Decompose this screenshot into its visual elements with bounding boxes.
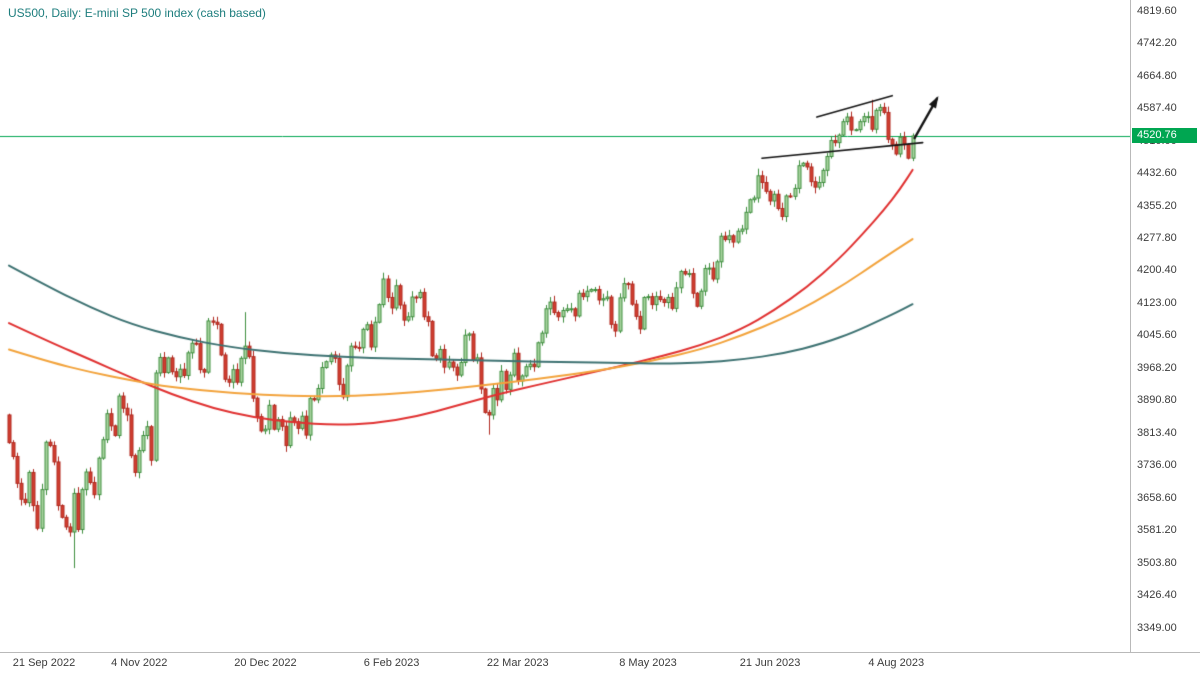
price-tick-label: 4587.40 [1137,102,1177,115]
price-tick-label: 4277.80 [1137,231,1177,244]
price-tick-label: 3890.80 [1137,394,1177,407]
price-tick-label: 4432.60 [1137,167,1177,180]
date-tick-label: 8 May 2023 [619,657,677,669]
price-tick-label: 3426.40 [1137,589,1177,602]
price-tick-label: 4742.20 [1137,37,1177,50]
price-tick-label: 4200.40 [1137,264,1177,277]
date-tick-label: 4 Aug 2023 [868,657,925,669]
chart-symbol-title: US500, Daily: E-mini SP 500 index (cash … [8,6,266,20]
price-tick-label: 3968.20 [1137,361,1177,374]
price-tick-label: 3581.20 [1137,524,1177,537]
date-tick-label: 6 Feb 2023 [363,657,420,669]
price-tick-label: 3503.80 [1137,556,1177,569]
time-axis[interactable]: 21 Sep 2022 4 Nov 2022 20 Dec 2022 6 Feb 20… [0,652,1200,675]
price-tick-label: 4045.60 [1137,329,1177,342]
current-price-badge: 4520.76 [1132,128,1197,144]
candlestick-plot[interactable] [0,0,1130,652]
price-tick-label: 3658.60 [1137,491,1177,504]
price-tick-label: 3736.00 [1137,459,1177,472]
date-tick-label: 4 Nov 2022 [111,657,168,669]
date-tick-label: 20 Dec 2022 [234,657,297,669]
price-tick-label: 4664.80 [1137,69,1177,82]
price-tick-label: 3813.40 [1137,426,1177,439]
date-tick-label: 22 Mar 2023 [486,657,549,669]
price-tick-label: 4819.60 [1137,4,1177,17]
price-tick-label: 4123.00 [1137,296,1177,309]
date-tick-label: 21 Jun 2023 [739,657,801,669]
price-axis[interactable]: 4520.76 4819.604742.204664.804587.404510… [1130,0,1200,652]
price-tick-label: 3349.00 [1137,621,1177,634]
date-tick-label: 21 Sep 2022 [12,657,76,669]
price-tick-label: 4355.20 [1137,199,1177,212]
